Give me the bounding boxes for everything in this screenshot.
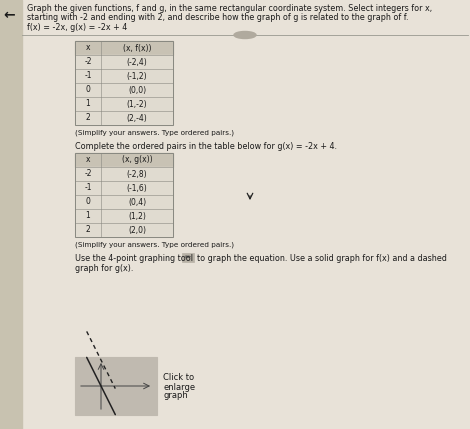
Bar [75, 111, 173, 125]
Text: Graph the given functions, f and g, in the same rectangular coordinate system. S: Graph the given functions, f and g, in t… [27, 4, 432, 13]
Text: -1: -1 [84, 184, 92, 193]
Text: (-1,2): (-1,2) [127, 72, 147, 81]
Text: x: x [86, 43, 90, 52]
Text: Click to: Click to [163, 374, 194, 383]
Text: 1: 1 [86, 211, 90, 221]
Bar [75, 41, 173, 55]
Text: -2: -2 [84, 169, 92, 178]
Text: ←: ← [3, 8, 15, 22]
Bar [75, 153, 173, 167]
Bar [75, 83, 173, 97]
Text: (1,-2): (1,-2) [127, 100, 147, 109]
Bar [75, 55, 173, 69]
Text: (-2,4): (-2,4) [126, 57, 148, 66]
Text: x: x [86, 155, 90, 164]
Text: starting with -2 and ending with 2, and describe how the graph of g is related t: starting with -2 and ending with 2, and … [27, 13, 408, 22]
Bar [75, 167, 173, 181]
Bar [75, 153, 173, 237]
Text: 0: 0 [86, 85, 90, 94]
Text: 2: 2 [86, 114, 90, 123]
Text: (x, g(x)): (x, g(x)) [122, 155, 152, 164]
Text: (2,-4): (2,-4) [126, 114, 148, 123]
Text: (Simplify your answers. Type ordered pairs.): (Simplify your answers. Type ordered pai… [75, 241, 234, 248]
Text: graph: graph [163, 392, 188, 401]
Text: (-1,6): (-1,6) [126, 184, 148, 193]
Bar [182, 253, 194, 262]
Text: (1,2): (1,2) [128, 211, 146, 221]
Bar [75, 41, 173, 125]
Text: 0: 0 [86, 197, 90, 206]
Text: graph for g(x).: graph for g(x). [75, 264, 133, 273]
Bar [75, 69, 173, 83]
Text: Use the 4-point graphing tool: Use the 4-point graphing tool [75, 254, 193, 263]
Bar [75, 357, 157, 415]
Bar [75, 195, 173, 209]
Text: (-2,8): (-2,8) [127, 169, 147, 178]
Text: (0,4): (0,4) [128, 197, 146, 206]
Text: ✏: ✏ [185, 254, 191, 260]
Text: f(x) = -2x, g(x) = -2x + 4: f(x) = -2x, g(x) = -2x + 4 [27, 23, 127, 32]
Bar [75, 181, 173, 195]
Bar [75, 209, 173, 223]
Text: Complete the ordered pairs in the table below for g(x) = -2x + 4.: Complete the ordered pairs in the table … [75, 142, 337, 151]
Bar [0, 0, 22, 429]
Bar [75, 97, 173, 111]
Text: to graph the equation. Use a solid graph for f(x) and a dashed: to graph the equation. Use a solid graph… [197, 254, 447, 263]
Text: -1: -1 [84, 72, 92, 81]
Bar [75, 223, 173, 237]
Text: (x, f(x)): (x, f(x)) [123, 43, 151, 52]
Text: (0,0): (0,0) [128, 85, 146, 94]
Text: enlarge: enlarge [163, 383, 195, 392]
Text: 1: 1 [86, 100, 90, 109]
Text: (2,0): (2,0) [128, 226, 146, 235]
Ellipse shape [234, 31, 256, 39]
Text: (Simplify your answers. Type ordered pairs.): (Simplify your answers. Type ordered pai… [75, 129, 234, 136]
Text: 2: 2 [86, 226, 90, 235]
Text: -2: -2 [84, 57, 92, 66]
